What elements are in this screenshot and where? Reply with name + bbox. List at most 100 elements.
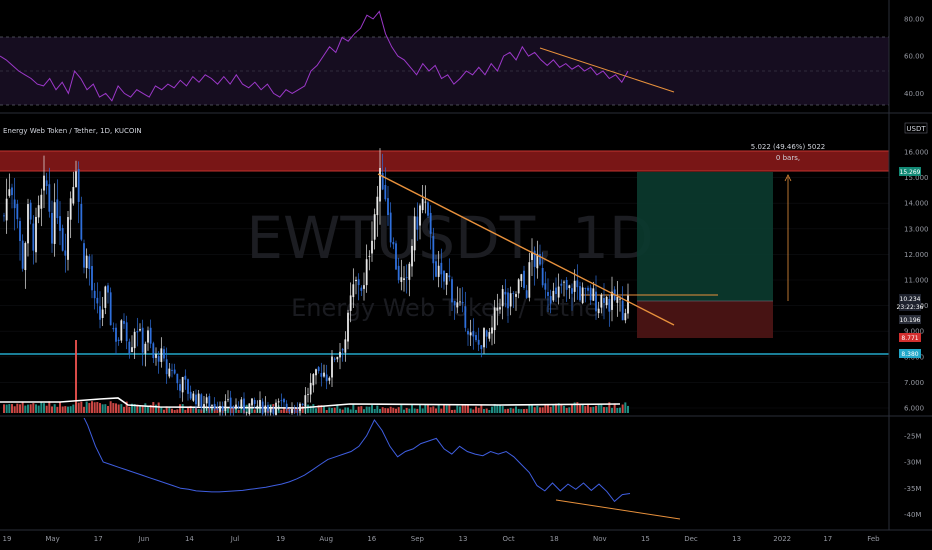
price-tags: 15.269 10.234 23:22:36 10.196 8.771 8.38… xyxy=(897,167,924,358)
candle-body xyxy=(312,374,315,386)
volume-bar xyxy=(504,409,507,413)
obv-line xyxy=(83,418,631,503)
support-price-tag: 8.380 xyxy=(901,351,918,358)
volume-bar xyxy=(549,406,552,413)
candle-body xyxy=(427,202,429,216)
time-tick-label: 19 xyxy=(3,535,12,543)
price-panel: 16.00015.00014.00013.00012.00011.00010.0… xyxy=(0,127,929,416)
candle-body xyxy=(315,369,317,376)
volume-bar xyxy=(589,407,592,413)
candle-body xyxy=(333,358,336,360)
stop-price-tag: 8.771 xyxy=(901,335,918,342)
candle-body xyxy=(565,279,568,290)
candle-body xyxy=(243,398,245,411)
candle-body xyxy=(597,308,600,314)
volume-bar xyxy=(603,407,605,413)
candle-body xyxy=(235,404,237,409)
volume-bar xyxy=(507,408,509,413)
candle-body xyxy=(117,339,120,341)
time-tick-label: 18 xyxy=(550,535,559,543)
candle-body xyxy=(408,263,411,280)
candle-body xyxy=(85,255,88,269)
volume-bar xyxy=(573,402,576,413)
candle-body xyxy=(181,376,184,393)
volume-bar xyxy=(608,402,611,413)
candle-body xyxy=(344,339,347,353)
candle-body xyxy=(499,307,501,310)
candle-body xyxy=(467,330,469,335)
candle-body xyxy=(541,267,544,286)
rsi-axis-ticks: 80.00 60.00 40.00 xyxy=(904,15,924,97)
candle-body xyxy=(232,406,235,409)
candle-body xyxy=(277,401,280,403)
volume-bar xyxy=(560,404,563,413)
candle-body xyxy=(373,214,376,240)
candle-body xyxy=(429,212,432,234)
volume-bar xyxy=(8,404,11,413)
candle-body xyxy=(259,400,261,407)
candle-body xyxy=(35,216,37,253)
candle-body xyxy=(40,194,43,209)
volume-bar xyxy=(253,409,256,413)
volume-bar xyxy=(400,404,403,413)
candle-body xyxy=(19,221,21,241)
time-axis: 19 May 17 Jun 14 Jul 19 Aug 16 Sep 13 Oct 18 Nov 15 Dec… xyxy=(3,535,881,543)
volume-bar xyxy=(171,408,173,413)
candle-body xyxy=(221,405,224,411)
volume-bar xyxy=(149,404,152,413)
volume-bar xyxy=(51,406,53,413)
candle-body xyxy=(171,369,173,371)
candle-body xyxy=(125,322,128,342)
candle-body xyxy=(509,293,512,307)
time-tick-label: 16 xyxy=(367,535,376,543)
volume-bar xyxy=(144,403,147,413)
time-tick-label: Oct xyxy=(503,535,515,543)
volume-bar xyxy=(168,407,171,413)
volume-bar xyxy=(397,407,400,413)
candle-body xyxy=(413,216,416,251)
volume-bar xyxy=(139,405,141,413)
volume-bar xyxy=(496,405,499,413)
obv-panel: -25M -30M -35M -40M xyxy=(83,418,921,520)
candle-body xyxy=(101,309,104,318)
volume-bar xyxy=(101,404,104,413)
volume-bar xyxy=(93,402,96,413)
time-tick-label: Aug xyxy=(319,535,333,543)
volume-bar xyxy=(443,404,445,413)
candle-body xyxy=(195,394,197,405)
volume-bar xyxy=(467,405,469,413)
candle-body xyxy=(51,212,53,244)
candle-body xyxy=(211,405,213,406)
volume-bar xyxy=(373,408,376,413)
candle-body xyxy=(387,198,389,216)
volume-bar xyxy=(176,409,179,413)
volume-bar xyxy=(416,408,419,413)
volume-bar xyxy=(67,406,69,413)
countdown-tag: 23:22:36 xyxy=(897,304,924,311)
volume-bar xyxy=(5,404,8,413)
candle-body xyxy=(13,199,16,209)
candle-body xyxy=(531,251,533,260)
volume-bar xyxy=(27,404,29,413)
candle-body xyxy=(112,328,115,330)
obv-divergence-line xyxy=(555,499,681,520)
time-tick-label: Dec xyxy=(684,535,698,543)
volume-bar xyxy=(80,401,83,413)
candle-body xyxy=(523,270,525,288)
volume-bar xyxy=(301,406,304,413)
candle-body xyxy=(179,384,181,391)
volume-bar xyxy=(235,407,237,413)
candle-body xyxy=(621,300,624,321)
time-tick-label: Sep xyxy=(411,535,425,543)
candle-body xyxy=(341,349,344,351)
projection-arrow-head xyxy=(784,174,792,182)
volume-bar xyxy=(341,409,344,413)
watermark-ticker: EWTUSDT, 1D xyxy=(246,204,653,272)
volume-bar xyxy=(611,407,613,413)
volume-bar xyxy=(336,404,339,413)
time-tick-label: Nov xyxy=(593,535,607,543)
candle-body xyxy=(581,287,584,304)
volume-bar xyxy=(459,406,461,413)
volume-bar xyxy=(392,407,395,413)
price-tick-label: 12.000 xyxy=(904,251,929,259)
